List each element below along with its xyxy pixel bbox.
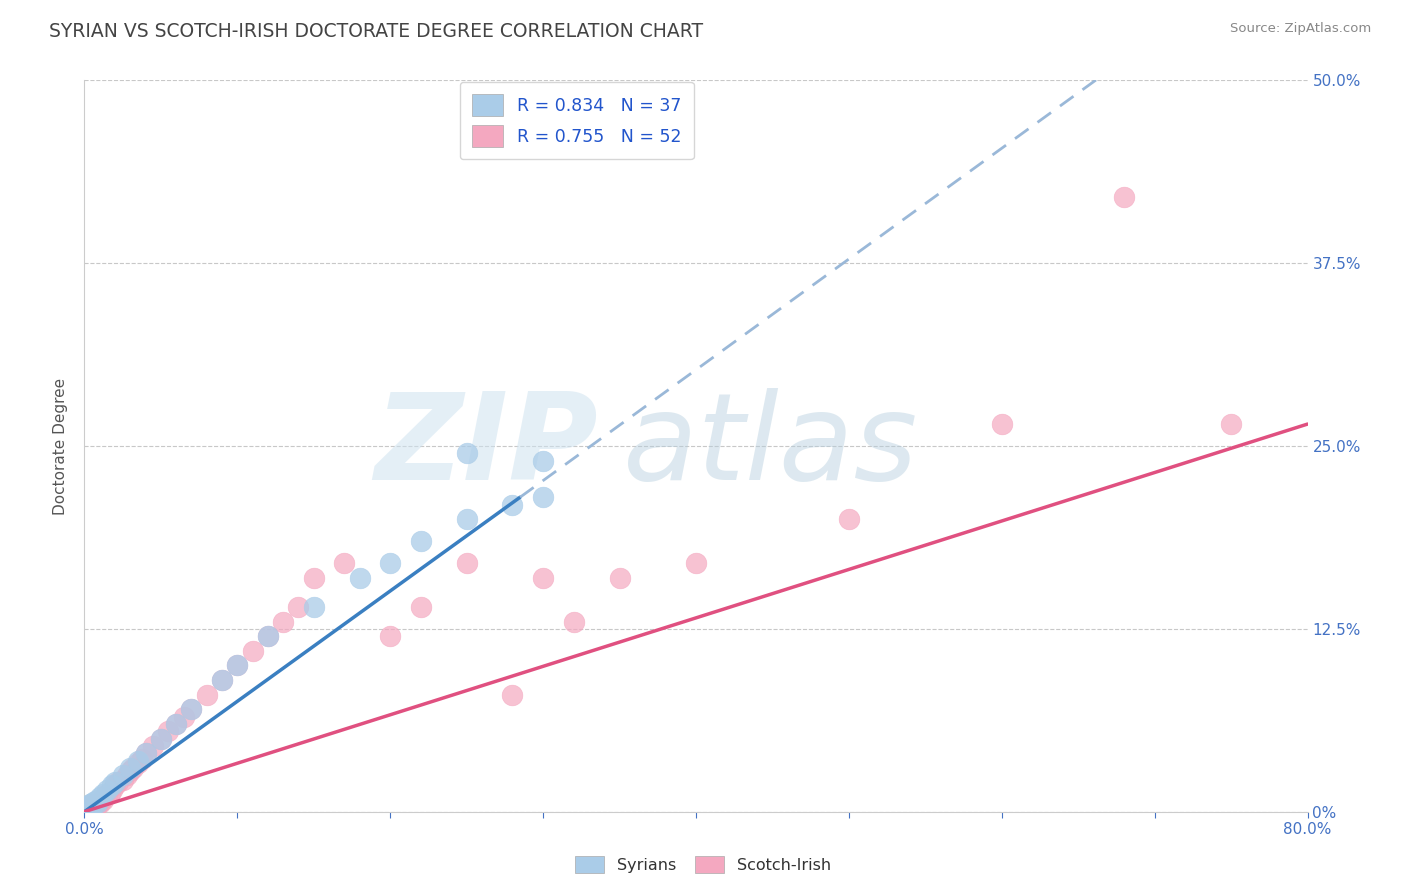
Point [456, 556, 478, 570]
Point [180, 702, 202, 716]
Point [120, 764, 142, 778]
Point [87, 797, 110, 812]
Point [98, 786, 121, 800]
Point [89, 796, 111, 810]
Point [502, 498, 524, 512]
Point [89, 790, 111, 805]
Point [456, 512, 478, 526]
Point [84, 797, 107, 812]
Point [101, 782, 124, 797]
Point [531, 571, 554, 585]
Point [1114, 190, 1136, 204]
Legend: Syrians, Scotch-Irish: Syrians, Scotch-Irish [569, 849, 837, 880]
Point [226, 658, 249, 673]
Point [271, 615, 294, 629]
Point [380, 556, 402, 570]
Point [80, 800, 103, 814]
Point [226, 658, 249, 673]
Point [76, 800, 98, 814]
Point [131, 752, 153, 766]
Legend: R = 0.834   N = 37, R = 0.755   N = 52: R = 0.834 N = 37, R = 0.755 N = 52 [460, 82, 695, 160]
Point [83, 797, 105, 812]
Point [86, 796, 108, 810]
Point [93, 790, 115, 805]
Point [502, 688, 524, 702]
Point [180, 702, 202, 716]
Point [409, 534, 432, 549]
Point [838, 512, 860, 526]
Point [87, 793, 110, 807]
Point [127, 756, 149, 771]
Point [91, 793, 114, 807]
Point [76, 802, 98, 816]
Point [83, 798, 105, 813]
Point [111, 768, 134, 782]
Point [80, 796, 103, 810]
Point [456, 446, 478, 460]
Point [107, 775, 129, 789]
Point [79, 797, 101, 812]
Point [104, 775, 127, 789]
Text: atlas: atlas [623, 387, 918, 505]
Point [531, 490, 554, 504]
Point [91, 787, 114, 801]
Point [86, 796, 108, 810]
Point [75, 803, 97, 817]
Point [562, 615, 585, 629]
Point [195, 688, 218, 702]
Point [149, 731, 172, 746]
Point [531, 453, 554, 467]
Point [242, 644, 264, 658]
Point [173, 709, 195, 723]
Point [142, 739, 165, 753]
Point [96, 787, 118, 801]
Text: SYRIAN VS SCOTCH-IRISH DOCTORATE DEGREE CORRELATION CHART: SYRIAN VS SCOTCH-IRISH DOCTORATE DEGREE … [49, 22, 703, 41]
Point [101, 778, 124, 792]
Point [111, 772, 134, 787]
Point [302, 571, 325, 585]
Point [302, 599, 325, 614]
Point [84, 795, 107, 809]
Point [96, 782, 118, 797]
Point [77, 803, 100, 817]
Point [77, 798, 100, 813]
Point [349, 571, 371, 585]
Point [122, 761, 145, 775]
Point [104, 778, 127, 792]
Point [120, 761, 142, 775]
Point [80, 798, 103, 813]
Point [211, 673, 233, 687]
Point [609, 571, 631, 585]
Point [333, 556, 356, 570]
Text: Source: ZipAtlas.com: Source: ZipAtlas.com [1230, 22, 1371, 36]
Y-axis label: Doctorate Degree: Doctorate Degree [53, 377, 69, 515]
Point [79, 800, 101, 814]
Point [257, 629, 280, 643]
Point [409, 599, 432, 614]
Point [80, 797, 103, 812]
Point [135, 746, 157, 760]
Point [77, 800, 100, 814]
Point [115, 768, 138, 782]
Point [991, 417, 1014, 431]
Point [75, 803, 97, 817]
Point [149, 731, 172, 746]
Point [135, 746, 157, 760]
Point [211, 673, 233, 687]
Point [165, 717, 187, 731]
Point [257, 629, 280, 643]
Point [157, 724, 180, 739]
Point [79, 798, 101, 813]
Point [380, 629, 402, 643]
Point [76, 802, 98, 816]
Point [127, 754, 149, 768]
Point [165, 717, 187, 731]
Point [1220, 417, 1243, 431]
Point [287, 599, 309, 614]
Point [685, 556, 707, 570]
Text: ZIP: ZIP [374, 387, 598, 505]
